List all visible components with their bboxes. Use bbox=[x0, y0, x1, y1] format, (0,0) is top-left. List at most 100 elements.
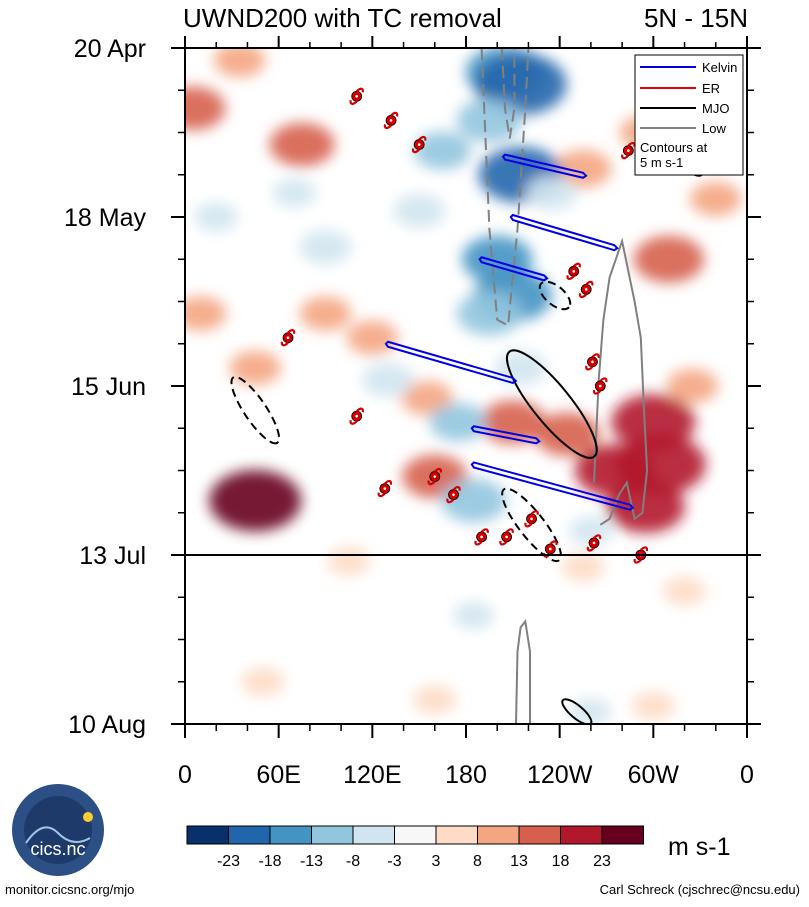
anomaly-blob bbox=[534, 412, 601, 456]
x-tick-label: 120E bbox=[343, 761, 401, 789]
colorbar-units: m s-1 bbox=[668, 833, 731, 861]
chart-region: 5N - 15N bbox=[644, 3, 748, 33]
anomaly-blob bbox=[272, 178, 317, 208]
tc-arm bbox=[592, 389, 602, 395]
anomaly-blob bbox=[229, 350, 282, 386]
colorbar-box bbox=[477, 825, 520, 845]
tc-arm bbox=[585, 365, 594, 371]
y-tick-label: 15 Jun bbox=[71, 373, 146, 401]
tc-symbol bbox=[411, 135, 427, 154]
tc-arm bbox=[349, 419, 358, 425]
x-tick-label: 60E bbox=[256, 761, 300, 789]
tc-symbol bbox=[586, 534, 602, 552]
anomaly-field bbox=[185, 48, 742, 724]
anomaly-blob bbox=[362, 362, 414, 398]
anomaly-blob bbox=[299, 229, 352, 265]
colorbar-box bbox=[601, 825, 644, 845]
colorbar-label: 13 bbox=[510, 853, 528, 870]
tc-symbols bbox=[280, 87, 649, 564]
anomaly-blob bbox=[561, 552, 605, 582]
x-axis-labels: 0 60E 120E 180 120W 60W 0 bbox=[178, 761, 754, 789]
tc-symbol bbox=[585, 353, 600, 371]
tc-arm bbox=[566, 275, 575, 280]
tc-eye bbox=[452, 493, 455, 496]
colorbar-box bbox=[518, 825, 561, 845]
y-tick-label: 18 May bbox=[64, 204, 146, 232]
tc-eye bbox=[389, 119, 393, 122]
tc-arm bbox=[287, 329, 296, 334]
colorbar-box bbox=[435, 825, 478, 845]
anomaly-blob bbox=[616, 434, 706, 495]
tc-symbol bbox=[566, 262, 581, 280]
colorbar-label: -3 bbox=[387, 853, 401, 870]
low-contours bbox=[480, 48, 649, 724]
tc-eye bbox=[355, 94, 359, 98]
tc-arm bbox=[640, 546, 649, 552]
low-contour bbox=[593, 237, 649, 526]
tc-symbol bbox=[349, 87, 365, 105]
tc-arm bbox=[418, 135, 427, 141]
tc-eye bbox=[383, 487, 387, 490]
colorbar-box bbox=[186, 825, 229, 845]
logo-sun bbox=[83, 812, 93, 822]
tc-symbol bbox=[499, 528, 514, 546]
x-tick-label: 60W bbox=[628, 761, 680, 789]
kelvin-contour bbox=[470, 425, 541, 445]
colorbar-label: 18 bbox=[552, 853, 570, 870]
anomaly-blob bbox=[453, 601, 495, 629]
anomaly-blob bbox=[662, 576, 707, 606]
colorbar-box bbox=[269, 825, 312, 845]
footer-credit: Carl Schreck (cjschrec@ncsu.edu) bbox=[599, 882, 800, 897]
anomaly-blob bbox=[299, 296, 352, 331]
anomaly-blob bbox=[413, 685, 457, 715]
anomaly-blob bbox=[414, 131, 472, 170]
tc-arm bbox=[446, 498, 455, 504]
tc-eye bbox=[480, 535, 483, 539]
tc-arm bbox=[572, 262, 581, 268]
anomaly-blob bbox=[666, 368, 719, 404]
tc-eye bbox=[433, 475, 437, 478]
anomaly-blob bbox=[185, 86, 226, 131]
legend-label: MJO bbox=[702, 101, 729, 116]
colorbar-box bbox=[311, 825, 354, 845]
legend-label: Kelvin bbox=[702, 60, 737, 75]
colorbar-box bbox=[394, 825, 437, 845]
tc-eye bbox=[549, 547, 552, 551]
anomaly-blob bbox=[346, 320, 399, 355]
plot-area bbox=[185, 48, 742, 724]
legend-note: Contours at bbox=[640, 140, 708, 155]
anomaly-blob bbox=[393, 193, 445, 229]
x-tick-label: 0 bbox=[740, 761, 754, 789]
kelvin-contour bbox=[509, 213, 619, 252]
tc-arm bbox=[383, 124, 392, 130]
tc-arm bbox=[434, 467, 443, 473]
tc-arm bbox=[349, 100, 358, 105]
anomaly-blob bbox=[570, 698, 612, 724]
mjo-contour bbox=[230, 375, 281, 445]
x-tick-label: 0 bbox=[178, 761, 192, 789]
kelvin-contour bbox=[501, 153, 588, 179]
tc-arm bbox=[474, 540, 483, 546]
tc-arm bbox=[355, 87, 365, 93]
tc-eye bbox=[530, 517, 533, 521]
kelvin-contour bbox=[384, 340, 518, 385]
legend-box bbox=[634, 54, 744, 176]
tc-symbol bbox=[474, 528, 489, 546]
colorbar-labels: -23 -18 -13 -8 -3 3 8 13 18 23 bbox=[217, 853, 611, 870]
anomaly-blob bbox=[194, 202, 238, 232]
tc-eye bbox=[417, 143, 421, 146]
y-tick-label: 13 Jul bbox=[79, 542, 146, 570]
tc-eye bbox=[584, 288, 588, 291]
tc-arm bbox=[585, 280, 594, 286]
anomaly-blob bbox=[327, 546, 371, 576]
chart-title: UWND200 with TC removal bbox=[183, 3, 502, 33]
low-contour bbox=[480, 48, 530, 328]
tc-arm bbox=[377, 492, 386, 498]
tc-arm bbox=[591, 353, 600, 359]
tc-symbol bbox=[280, 329, 296, 347]
footer-url: monitor.cicsnc.org/mjo bbox=[5, 882, 135, 897]
tc-arm bbox=[452, 486, 461, 491]
legend-label: Low bbox=[702, 121, 726, 136]
anomaly-blob bbox=[441, 478, 507, 523]
anomaly-blob bbox=[269, 122, 335, 167]
